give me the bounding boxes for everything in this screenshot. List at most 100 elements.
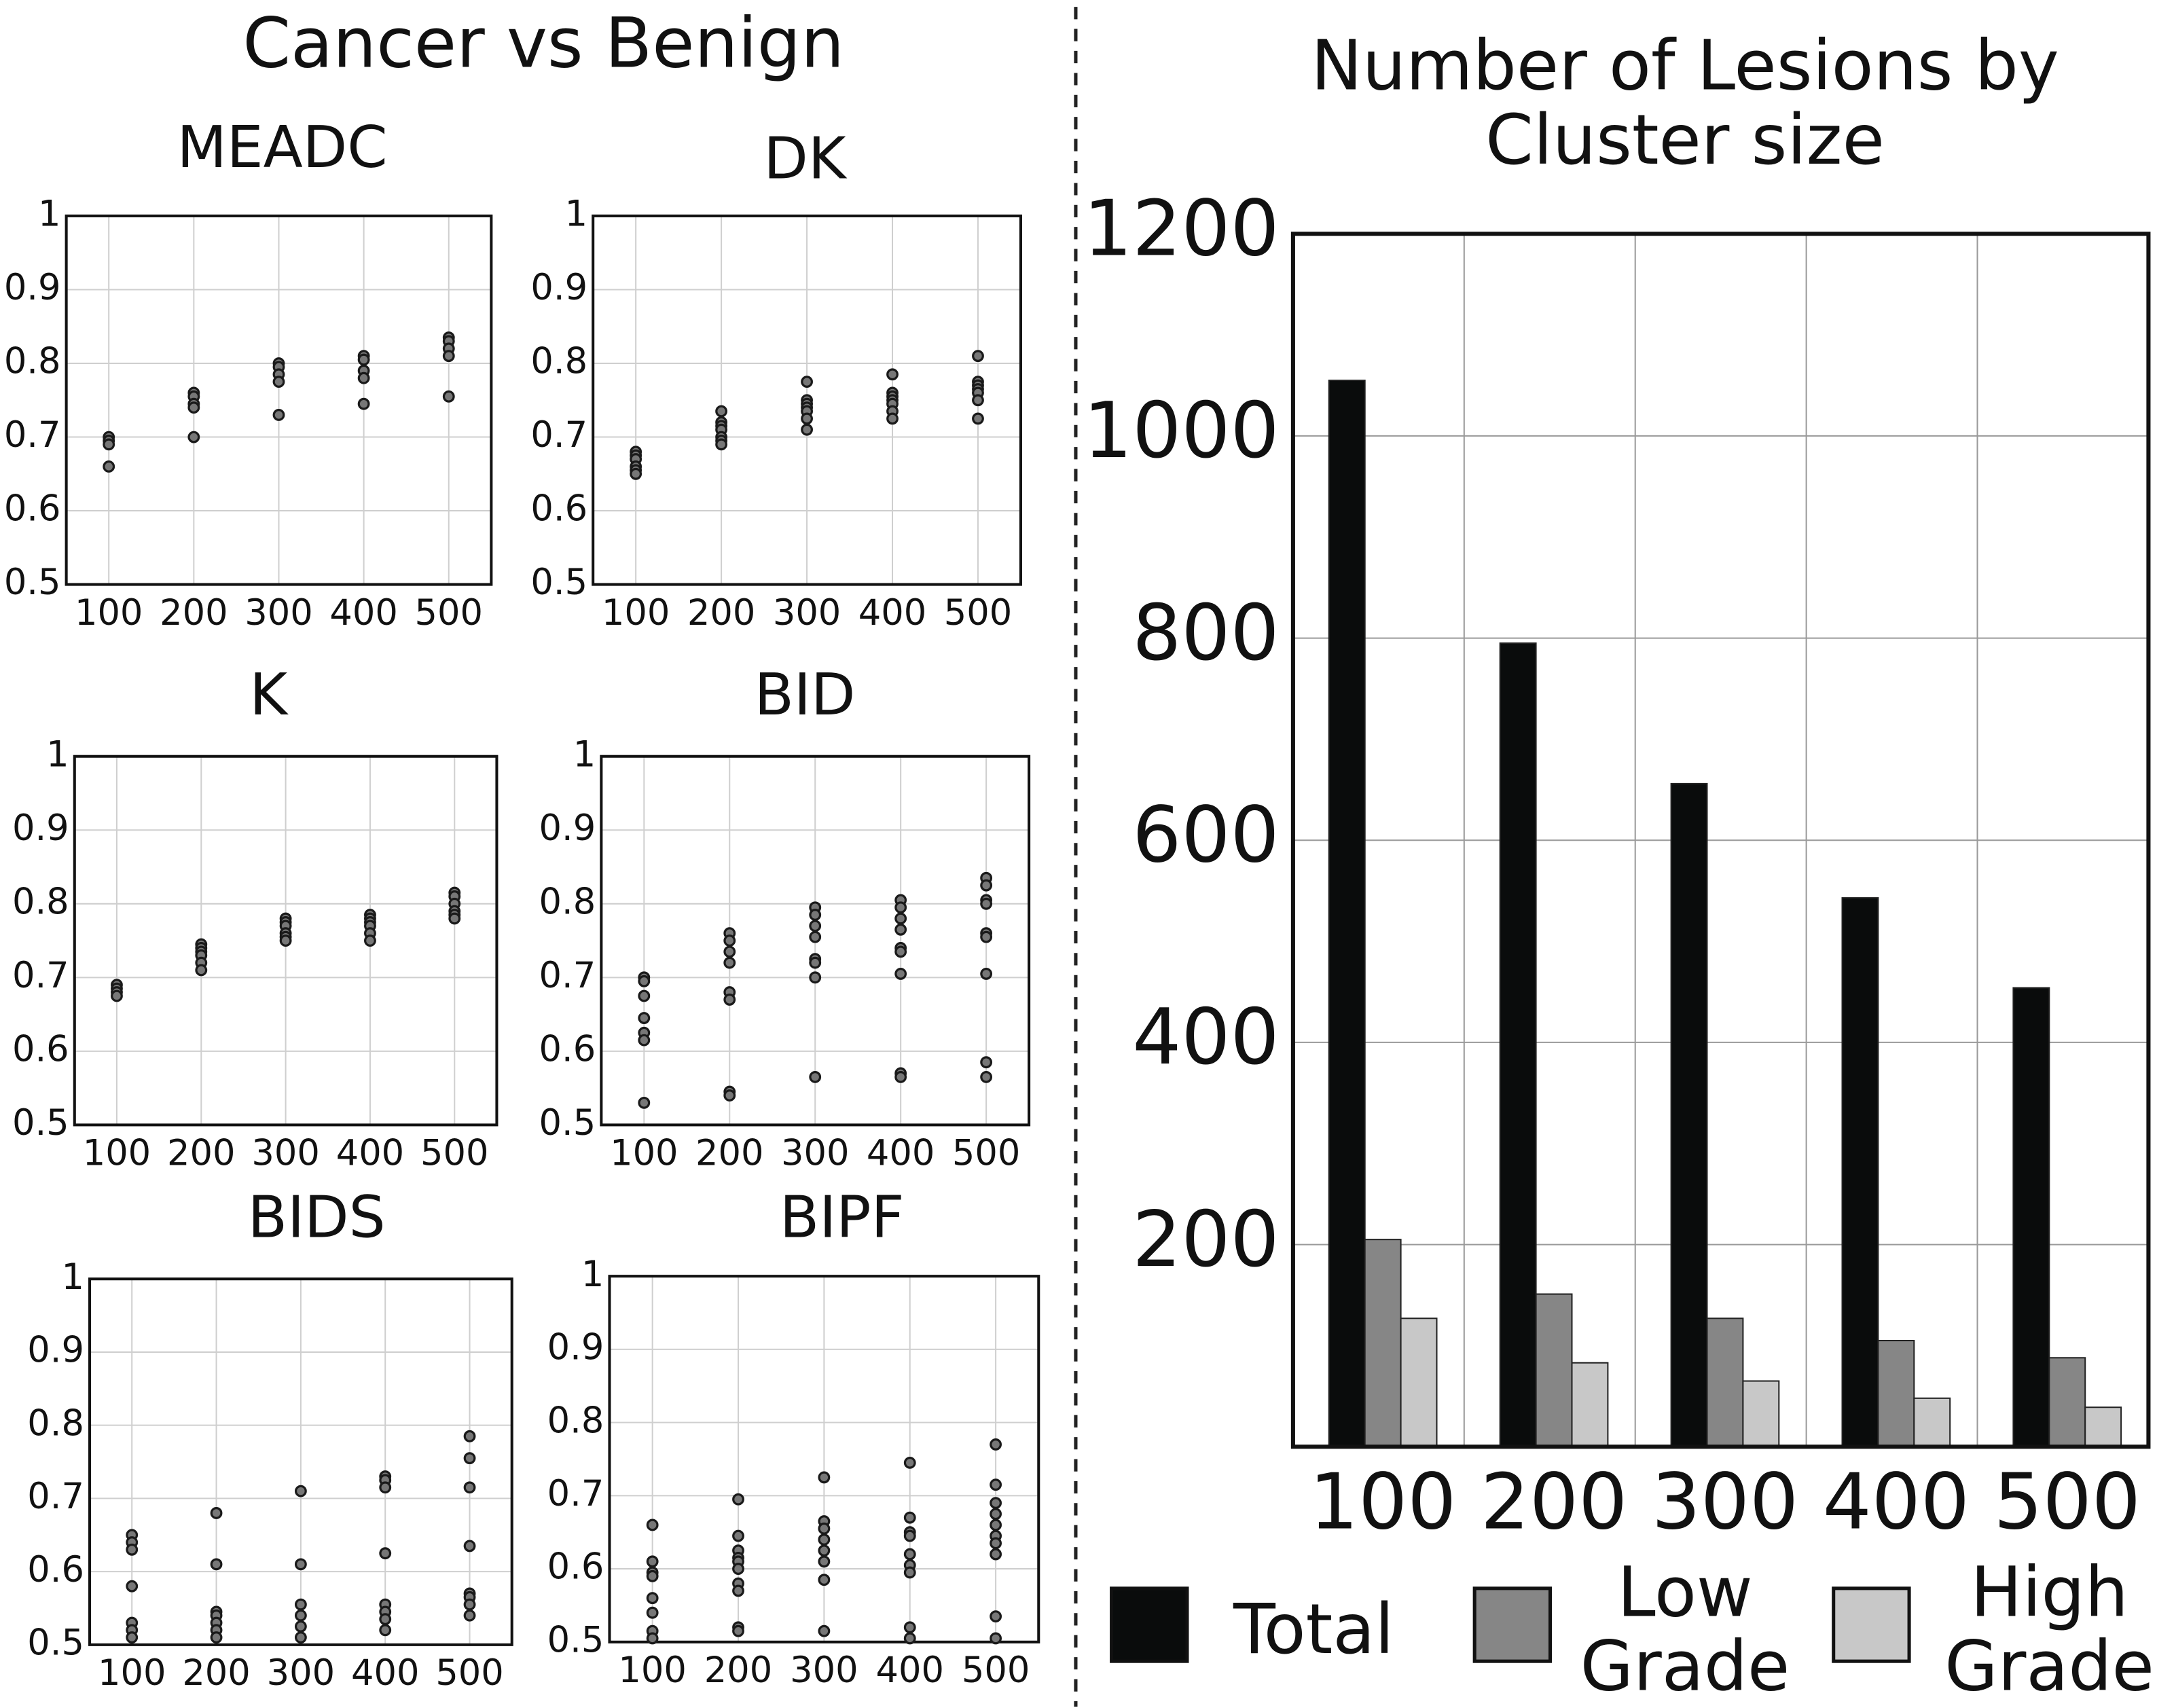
y-tick-label: 0.6 [27, 1549, 84, 1591]
point [990, 1537, 1002, 1550]
plot-frame [1290, 232, 2151, 1449]
x-tick-label: 500 [435, 1652, 503, 1694]
point [818, 1471, 831, 1484]
x-tick-label: 200 [704, 1650, 772, 1691]
point [980, 897, 993, 910]
y-tick-label: 400 [1132, 992, 1279, 1082]
point [126, 1580, 139, 1593]
point [379, 1547, 392, 1560]
point [463, 1598, 476, 1611]
point [357, 353, 370, 366]
point [990, 1610, 1002, 1623]
chart-title: DK [763, 125, 847, 192]
y-tick-label: 0.9 [547, 1327, 604, 1368]
legend-label: High Grade [1944, 1552, 2154, 1707]
point [442, 350, 455, 363]
point [980, 930, 993, 943]
y-tick-label: 1 [573, 733, 596, 775]
point [646, 1569, 659, 1582]
point [126, 1631, 139, 1643]
point [903, 1621, 916, 1634]
point [809, 920, 822, 932]
x-tick-label: 500 [1994, 1457, 2141, 1547]
point [723, 934, 736, 947]
y-tick-label: 0.6 [547, 1546, 604, 1588]
chart-title: MEADC [177, 114, 387, 181]
bar [1328, 380, 1366, 1448]
point [294, 1620, 307, 1633]
plot-frame [88, 1277, 513, 1646]
y-tick-label: 0.9 [4, 267, 61, 308]
point [818, 1574, 831, 1586]
y-tick-label: 0.7 [27, 1476, 84, 1517]
y-tick-label: 600 [1132, 790, 1279, 879]
y-tick-label: 1 [46, 733, 69, 775]
x-tick-label: 500 [944, 592, 1012, 634]
bar [1706, 1318, 1744, 1448]
point [210, 1631, 223, 1643]
legend-label-wrap: High Grade [1919, 1547, 2157, 1708]
point [801, 423, 813, 436]
bar [1670, 782, 1708, 1448]
y-tick-label: 0.8 [27, 1402, 84, 1444]
y-tick-label: 800 [1132, 588, 1279, 678]
point [990, 1478, 1002, 1491]
point [723, 956, 736, 969]
point [894, 901, 907, 914]
x-tick-label: 300 [267, 1652, 335, 1694]
point [972, 350, 984, 363]
x-tick-label: 300 [251, 1133, 319, 1174]
y-tick-label: 0.7 [539, 955, 596, 996]
legend-swatch [1472, 1586, 1553, 1663]
point [294, 1631, 307, 1643]
y-tick-label: 0.6 [4, 488, 61, 530]
y-tick-label: 1200 [1083, 183, 1280, 273]
x-tick-label: 400 [329, 592, 397, 634]
point [723, 993, 736, 1006]
plot-frame [600, 755, 1031, 1127]
point [646, 1606, 659, 1619]
legend-label-box: High Grade [1919, 1547, 2157, 1708]
point [903, 1632, 916, 1645]
point [894, 923, 907, 936]
point [818, 1555, 831, 1568]
point [463, 1540, 476, 1552]
point [980, 879, 993, 892]
point [630, 467, 642, 480]
point [732, 1493, 744, 1506]
bar [1877, 1339, 1915, 1448]
point [732, 1563, 744, 1575]
x-tick-label: 300 [790, 1650, 858, 1691]
y-tick-label: 0.9 [27, 1330, 84, 1371]
point [379, 1613, 392, 1626]
point [364, 934, 376, 947]
point [210, 1558, 223, 1571]
x-tick-label: 200 [167, 1133, 235, 1174]
bar [1400, 1318, 1438, 1448]
point [818, 1624, 831, 1637]
y-tick-label: 0.9 [539, 807, 596, 849]
point [723, 945, 736, 958]
legend-label-wrap: Total [1210, 1547, 1417, 1708]
point [463, 1452, 476, 1465]
bar [1535, 1293, 1573, 1448]
legend-label-box: Low Grade [1580, 1552, 1790, 1707]
point [809, 1070, 822, 1083]
point [294, 1558, 307, 1571]
y-tick-label: 1 [565, 194, 587, 235]
bar [2048, 1357, 2086, 1448]
y-tick-label: 0.7 [4, 414, 61, 456]
point [379, 1624, 392, 1637]
point [809, 909, 822, 921]
x-tick-label: 200 [182, 1652, 250, 1694]
point [818, 1544, 831, 1557]
y-tick-label: 0.5 [12, 1102, 69, 1144]
x-tick-label: 200 [687, 592, 755, 634]
plot-frame [592, 214, 1022, 586]
point [980, 1070, 993, 1083]
y-tick-label: 0.8 [4, 341, 61, 382]
legend-label: Low Grade [1580, 1552, 1790, 1707]
x-tick-label: 100 [618, 1650, 686, 1691]
y-tick-label: 1 [61, 1256, 84, 1298]
y-tick-label: 0.7 [530, 414, 587, 456]
